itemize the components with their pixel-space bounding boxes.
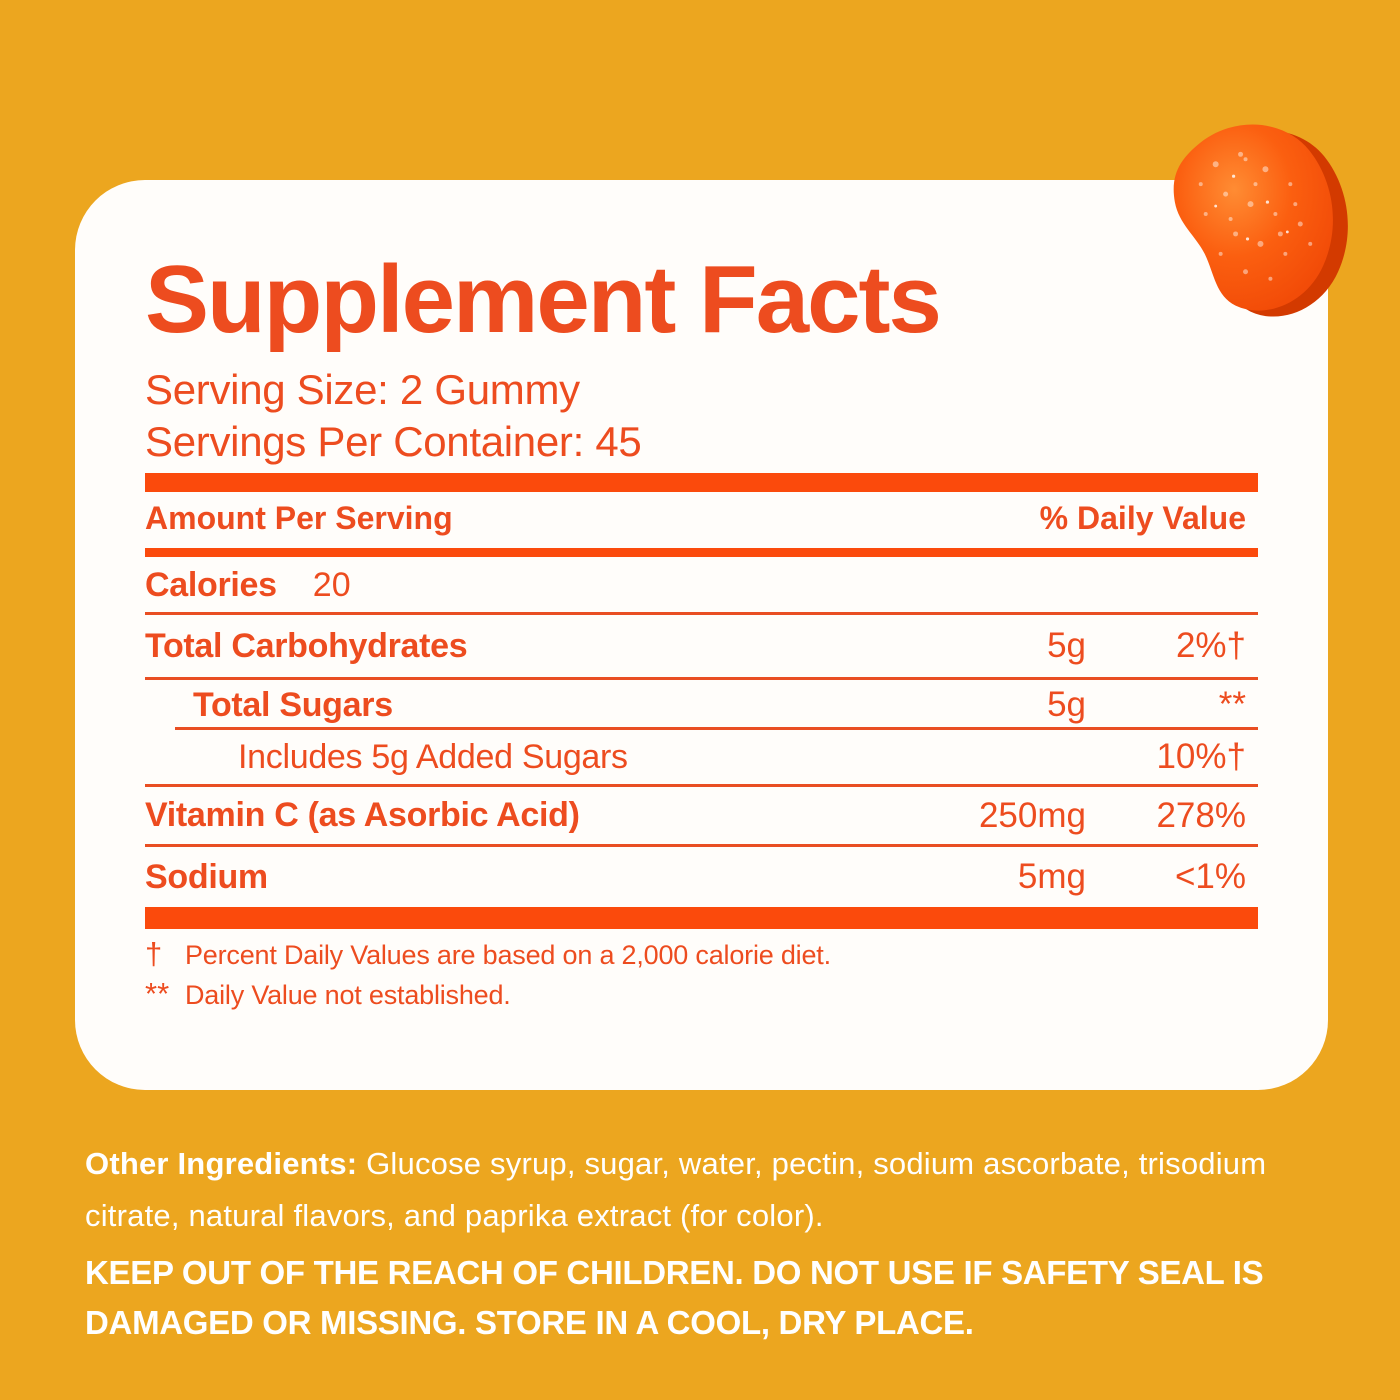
table-row-sodium: Sodium 5mg <1% <box>145 847 1258 907</box>
table-row-added-sugars: Includes 5g Added Sugars 10%† <box>145 730 1258 787</box>
nutrient-daily-value: ** <box>1218 685 1246 724</box>
supplement-facts-card: Supplement Facts Serving Size: 2 Gummy S… <box>75 180 1328 1090</box>
nutrient-name: Total Sugars <box>193 685 393 724</box>
table-header-row: Amount Per Serving % Daily Value <box>145 496 1258 540</box>
divider-bar-bottom <box>145 907 1258 929</box>
asterisks-symbol: ** <box>145 976 170 1011</box>
footnote-daily-value: † Percent Daily Values are based on a 2,… <box>145 936 831 972</box>
nutrient-daily-value: 2%† <box>1175 626 1246 665</box>
page-title: Supplement Facts <box>145 246 942 353</box>
table-row-total-carbohydrates: Total Carbohydrates 5g 2%† <box>145 615 1258 680</box>
gummy-sparkle-highlights <box>1214 174 1289 241</box>
nutrient-name: Sodium <box>145 857 268 896</box>
table-row-total-sugars: Total Sugars 5g ** <box>145 680 1258 730</box>
nutrient-daily-value: 10%† <box>1156 737 1246 776</box>
nutrient-name: Calories <box>145 565 277 604</box>
footnote-text: Daily Value not established. <box>185 980 511 1010</box>
nutrient-amount: 5mg <box>1017 857 1086 896</box>
gummy-body <box>1173 124 1333 311</box>
divider-bar-header <box>145 548 1258 557</box>
other-ingredients-label: Other Ingredients: <box>85 1146 358 1181</box>
divider-rule-indented <box>175 727 1258 730</box>
nutrient-daily-value: <1% <box>1174 857 1246 896</box>
dagger-symbol: † <box>145 936 163 971</box>
divider-bar-top <box>145 473 1258 492</box>
gummy-sugar-speckles <box>1198 151 1313 281</box>
table-row-calories: Calories 20 <box>145 558 1258 615</box>
nutrient-name: Total Carbohydrates <box>145 626 468 665</box>
nutrient-value: 20 <box>312 565 351 604</box>
warning-text: KEEP OUT OF THE REACH OF CHILDREN. DO NO… <box>85 1254 1264 1341</box>
table-row-vitamin-c: Vitamin C (as Asorbic Acid) 250mg 278% <box>145 787 1258 847</box>
other-ingredients-paragraph: Other Ingredients: Glucose syrup, sugar,… <box>85 1138 1330 1242</box>
nutrient-name: Vitamin C (as Asorbic Acid) <box>145 796 580 834</box>
amount-per-serving-header: Amount Per Serving <box>145 499 453 536</box>
nutrient-amount: 5g <box>1047 626 1086 665</box>
nutrient-amount: 250mg <box>978 795 1086 835</box>
daily-value-header: % Daily Value <box>1039 499 1246 536</box>
nutrient-amount: 5g <box>1047 685 1086 724</box>
servings-per-container-text: Servings Per Container: 45 <box>145 418 642 465</box>
serving-size-text: Serving Size: 2 Gummy <box>145 366 580 413</box>
serving-info: Serving Size: 2 Gummy Servings Per Conta… <box>145 364 642 468</box>
footnote-not-established: ** Daily Value not established. <box>145 976 511 1012</box>
gummy-candy-image <box>1173 124 1348 317</box>
other-ingredients-text: Glucose syrup, sugar, water, pectin, sod… <box>85 1146 1267 1233</box>
footnote-text: Percent Daily Values are based on a 2,00… <box>185 940 831 970</box>
nutrient-daily-value: 278% <box>1156 795 1246 835</box>
nutrient-name: Includes 5g Added Sugars <box>238 737 628 776</box>
